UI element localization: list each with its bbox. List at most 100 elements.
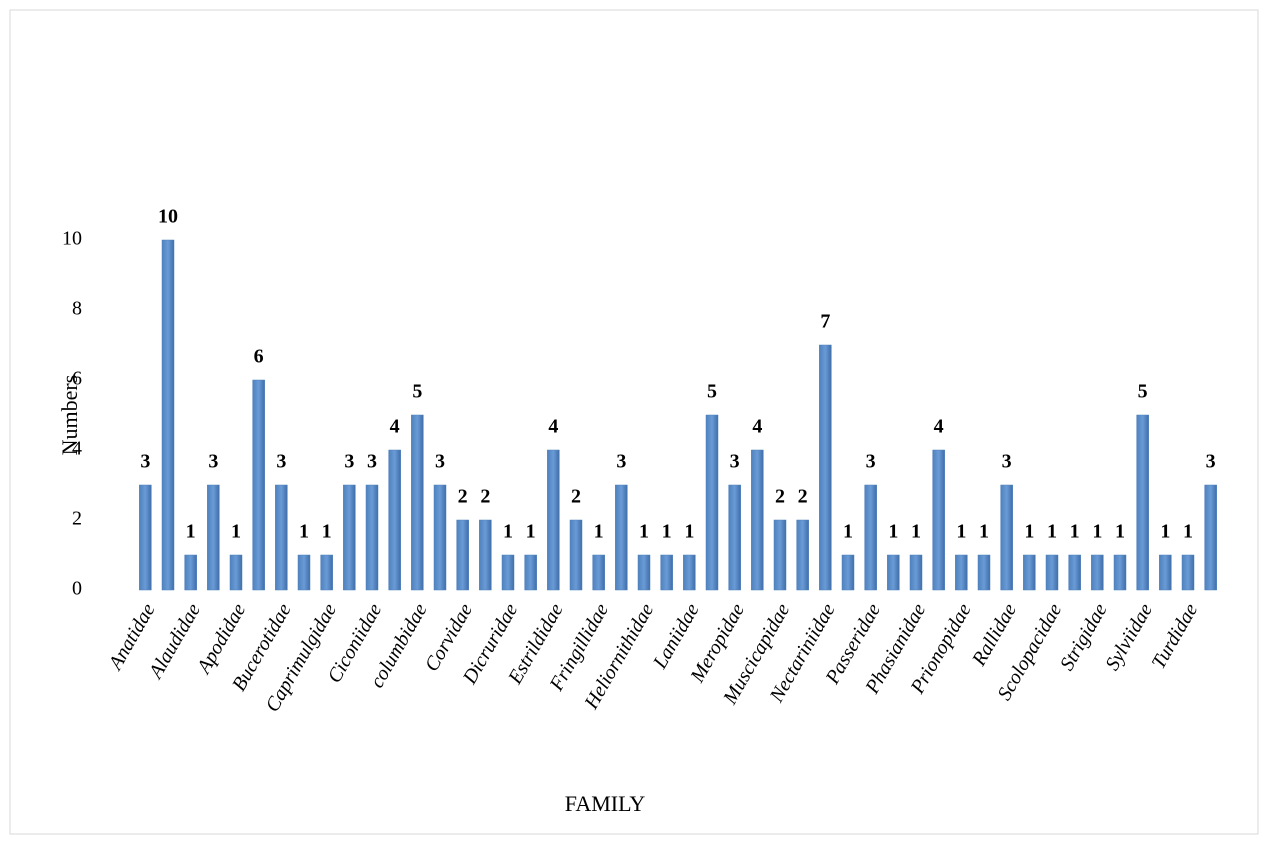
- bar: [683, 554, 696, 591]
- data-label: 3: [1206, 451, 1216, 473]
- bar: [1136, 414, 1149, 591]
- bar: [751, 449, 764, 591]
- data-label: 3: [866, 451, 876, 473]
- data-label: 1: [888, 521, 898, 543]
- data-label: 2: [798, 486, 808, 508]
- bar: [660, 554, 673, 591]
- y-tick-label: 4: [72, 438, 82, 460]
- data-label: 3: [208, 451, 218, 473]
- bar: [184, 554, 197, 591]
- data-label: 1: [911, 521, 921, 543]
- bar: [1045, 554, 1059, 591]
- data-label: 3: [344, 451, 354, 473]
- bar: [637, 554, 651, 591]
- bar: [229, 554, 243, 591]
- bar: [479, 519, 492, 591]
- data-label: 4: [934, 416, 944, 438]
- bar: [569, 519, 583, 591]
- y-tick-label: 10: [62, 228, 82, 250]
- bar: [388, 449, 401, 591]
- bar: [1181, 554, 1195, 591]
- bar: [343, 484, 356, 591]
- data-label: 1: [1160, 521, 1170, 543]
- bar: [320, 554, 333, 591]
- data-label: 1: [662, 521, 672, 543]
- bar: [252, 379, 265, 591]
- data-label: 10: [158, 206, 178, 228]
- data-label: 1: [186, 521, 196, 543]
- bar: [161, 239, 175, 591]
- bar: [615, 484, 628, 591]
- data-label: 1: [1115, 521, 1125, 543]
- y-tick-label: 0: [72, 578, 82, 600]
- bar: [887, 554, 900, 591]
- data-label: 6: [254, 346, 264, 368]
- data-label: 1: [684, 521, 694, 543]
- bar: [139, 484, 152, 591]
- data-label: 1: [843, 521, 853, 543]
- bar: [547, 449, 560, 591]
- y-tick-label: 6: [72, 368, 82, 390]
- bar: [524, 554, 537, 591]
- bar: [955, 554, 968, 591]
- data-label: 3: [435, 451, 445, 473]
- bar: [1113, 554, 1127, 591]
- data-label: 2: [775, 486, 785, 508]
- bar: [275, 484, 288, 591]
- bar: [433, 484, 447, 591]
- data-label: 2: [480, 486, 490, 508]
- bar: [365, 484, 379, 591]
- data-label: 3: [730, 451, 740, 473]
- y-axis-title: Numbers: [57, 375, 82, 456]
- chart-frame: [9, 9, 1259, 835]
- data-label: 1: [231, 521, 241, 543]
- data-label: 1: [639, 521, 649, 543]
- bar: [1023, 554, 1036, 591]
- bar: [501, 554, 515, 591]
- data-label: 4: [390, 416, 400, 438]
- bar: [841, 554, 855, 591]
- data-label: 4: [548, 416, 558, 438]
- data-label: 1: [322, 521, 332, 543]
- data-label: 5: [707, 381, 717, 403]
- bar: [592, 554, 605, 591]
- bar: [1159, 554, 1172, 591]
- data-label: 3: [616, 451, 626, 473]
- data-label: 3: [276, 451, 286, 473]
- bar: [1091, 554, 1104, 591]
- x-axis-title: FAMILY: [565, 791, 646, 816]
- bar: [297, 554, 311, 591]
- data-label: 3: [140, 451, 150, 473]
- data-label: 2: [458, 486, 468, 508]
- bar: [909, 554, 923, 591]
- bar: [977, 554, 991, 591]
- data-label: 5: [412, 381, 422, 403]
- data-label: 2: [571, 486, 581, 508]
- y-tick-label: 2: [72, 508, 82, 530]
- data-label: 5: [1138, 381, 1148, 403]
- bar: [207, 484, 220, 591]
- bar: [1204, 484, 1217, 591]
- data-label: 7: [820, 311, 830, 333]
- data-label: 4: [752, 416, 762, 438]
- data-label: 1: [956, 521, 966, 543]
- bar: [456, 519, 469, 591]
- bar: [796, 519, 809, 591]
- y-tick-label: 8: [72, 298, 82, 320]
- data-label: 1: [1024, 521, 1034, 543]
- data-label: 1: [526, 521, 536, 543]
- data-label: 1: [594, 521, 604, 543]
- data-label: 3: [367, 451, 377, 473]
- data-label: 1: [1070, 521, 1080, 543]
- data-label: 3: [1002, 451, 1012, 473]
- bar: [728, 484, 741, 591]
- data-label: 1: [979, 521, 989, 543]
- bar: [932, 449, 945, 591]
- data-label: 1: [503, 521, 513, 543]
- bar: [1068, 554, 1081, 591]
- bar: [773, 519, 787, 591]
- bar: [864, 484, 877, 591]
- data-label: 1: [1092, 521, 1102, 543]
